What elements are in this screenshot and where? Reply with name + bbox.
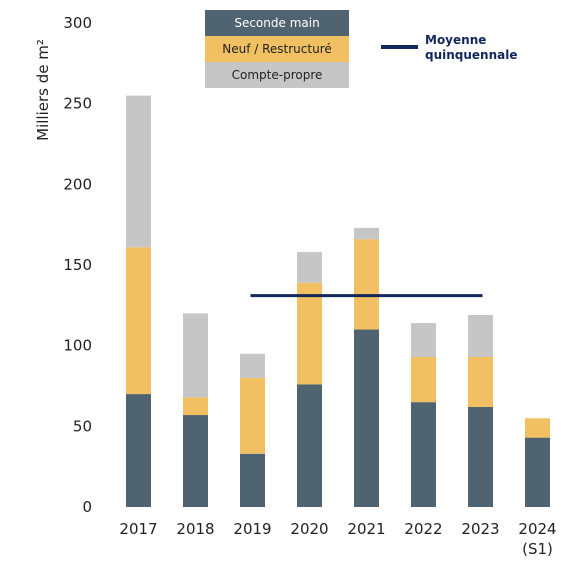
bar-segment [240,453,265,507]
bar-segment [468,356,493,407]
y-axis-label: Milliers de m² [34,39,52,141]
bar-segment [297,252,322,283]
legend-label: Moyenne quinquennale [425,33,518,62]
y-tick-label: 100 [63,337,92,355]
y-tick-label: 150 [63,256,92,274]
legend-label: Compte-propre [231,68,323,82]
bar-segment [468,406,493,507]
x-tick-label: 2022 [404,520,443,538]
bar-segment [297,282,322,385]
x-tick-label: 2023 [461,520,500,538]
bar-segment [240,377,265,454]
y-tick-label: 250 [63,95,92,113]
bar-segment [126,247,151,395]
x-tick-label: 2021 [347,520,386,538]
bar-segment [183,415,208,507]
bar-segment [468,315,493,357]
x-tick-label: 2020 [290,520,329,538]
bar-segment [183,313,208,398]
bar-segment [354,227,379,240]
bar-segment [240,353,265,378]
x-tick-label: 2017 [119,520,158,538]
legend-label: Seconde main [234,16,320,30]
x-tick-label: 2018 [176,520,215,538]
legend-swatch [205,10,349,36]
bar-segment [354,329,379,507]
bar-segment [525,437,550,507]
legend-swatch [205,36,349,62]
bar-segment [126,394,151,507]
bar-segment [411,356,436,403]
y-tick-label: 300 [63,14,92,32]
bar-segment [126,95,151,248]
y-tick-label: 200 [63,175,92,193]
x-tick-label: 2024 (S1) [518,520,557,558]
y-tick-label: 50 [73,417,92,435]
bar-segment [297,384,322,507]
x-tick-label: 2019 [233,520,272,538]
bar-segment [411,402,436,507]
bar-segment [525,418,550,438]
legend-swatch [205,62,349,88]
bar-segment [354,239,379,330]
bar-segment [183,397,208,416]
y-tick-label: 0 [82,498,92,516]
bar-segment [411,323,436,357]
legend-label: Neuf / Restructuré [222,42,332,56]
